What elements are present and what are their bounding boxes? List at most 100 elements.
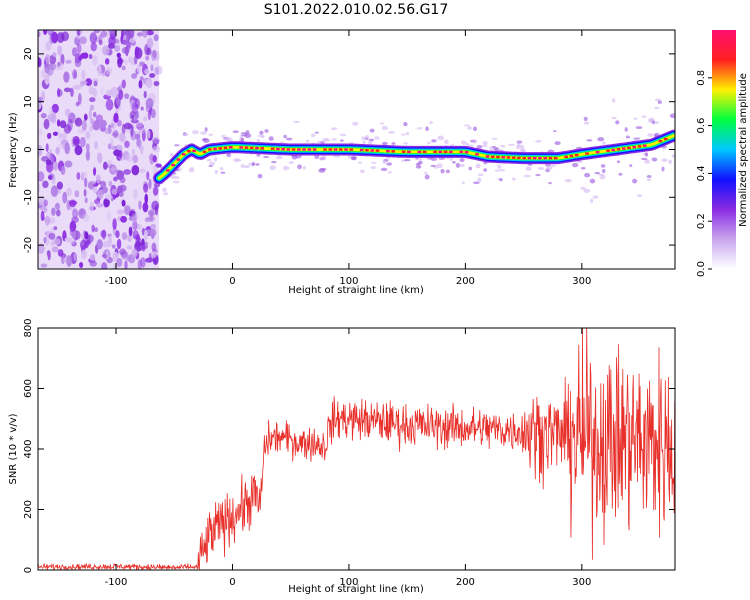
x-tick-label: -100 xyxy=(105,577,128,588)
y-tick-label: 400 xyxy=(23,439,34,458)
noise-blob xyxy=(77,128,85,134)
noise-blob xyxy=(38,31,41,38)
noise-blob xyxy=(89,125,94,132)
ridge-leakage-blob xyxy=(232,130,239,134)
noise-blob xyxy=(91,78,99,83)
noise-blob xyxy=(47,250,51,261)
ridge-leakage-blob xyxy=(431,139,437,143)
ridge-peak-dash xyxy=(501,156,506,159)
ridge-leakage-blob xyxy=(285,137,293,141)
ridge-leakage-blob xyxy=(257,173,263,179)
ridge-leakage-blob xyxy=(635,126,643,130)
ridge-peak-dash xyxy=(218,147,223,150)
noise-blob xyxy=(96,174,101,184)
ridge-leakage-blob xyxy=(259,130,264,135)
ridge-leakage-blob xyxy=(599,174,606,180)
ridge-peak-dash xyxy=(333,148,338,151)
noise-blob xyxy=(144,68,150,75)
noise-blob xyxy=(41,70,45,78)
noise-blob xyxy=(143,183,149,193)
ridge-peak-dash xyxy=(401,150,406,153)
ridge-leakage-blob xyxy=(500,144,506,148)
noise-blob xyxy=(148,178,152,190)
ridge-peak-dash xyxy=(490,155,495,159)
noise-blob xyxy=(84,197,88,204)
noise-blob xyxy=(125,154,134,163)
spectrogram-x-axis-label: Height of straight line (km) xyxy=(288,285,424,296)
noise-region xyxy=(38,30,163,269)
noise-blob xyxy=(38,196,46,206)
ridge-leakage-blob xyxy=(661,158,668,163)
ridge-leakage-blob xyxy=(324,139,330,142)
ridge-peak-dash xyxy=(632,145,637,149)
noise-blob xyxy=(46,63,54,76)
noise-blob xyxy=(130,130,137,141)
noise-blob xyxy=(56,119,61,127)
ridge-peak-dash xyxy=(543,156,547,160)
noise-blob xyxy=(140,244,146,252)
ridge-leakage-blob xyxy=(661,166,665,172)
noise-blob xyxy=(108,235,113,245)
ridge-leakage-blob xyxy=(480,144,488,148)
ridge-leakage-blob xyxy=(200,131,208,135)
noise-blob xyxy=(77,92,82,105)
snr-panel: -100 0 100 200 300 0 200 400 600 800 Height of s… xyxy=(8,318,676,595)
ridge-leakage-blob xyxy=(271,160,277,164)
noise-blob xyxy=(89,201,95,212)
ridge-peak-dash xyxy=(658,139,663,143)
ridge-leakage-blob xyxy=(477,173,484,177)
noise-blob xyxy=(116,238,122,250)
noise-blob xyxy=(96,152,103,164)
ridge-leakage-blob xyxy=(468,166,473,171)
ridge-leakage-blob xyxy=(257,134,265,138)
noise-blob xyxy=(70,87,74,97)
ridge-peak-dash xyxy=(270,147,275,150)
snr-x-ticks: -100 0 100 200 300 xyxy=(105,328,591,588)
ridge-leakage-blob xyxy=(213,156,218,162)
noise-blob xyxy=(98,39,103,45)
ridge-leakage-blob xyxy=(310,133,316,138)
ridge-peak-dash xyxy=(606,149,610,152)
noise-blob xyxy=(107,124,112,134)
ridge-peak-dash xyxy=(223,146,228,150)
ridge-leakage-blob xyxy=(379,122,385,125)
ridge-leakage-blob xyxy=(483,168,488,172)
noise-blob xyxy=(100,230,107,238)
ridge-leakage-blob xyxy=(163,192,168,196)
noise-blob xyxy=(136,64,141,73)
ridge-leakage-blob xyxy=(550,164,556,168)
ridge-leakage-blob xyxy=(340,139,344,142)
ridge-leakage-blob xyxy=(571,162,579,168)
noise-blob xyxy=(125,45,129,57)
ridge-peak-dash xyxy=(291,148,296,151)
noise-blob xyxy=(154,204,159,216)
noise-blob xyxy=(90,42,97,52)
noise-blob xyxy=(132,154,139,164)
ridge-leakage-blob xyxy=(226,137,233,142)
noise-blob xyxy=(72,69,77,80)
ridge-leakage-blob xyxy=(256,138,260,143)
noise-blob xyxy=(57,45,63,56)
ridge-leakage-blob xyxy=(321,155,327,159)
ridge-leakage-blob xyxy=(511,177,516,181)
noise-blob xyxy=(112,129,119,139)
noise-blob xyxy=(75,101,80,107)
ridge-leakage-blob xyxy=(204,127,208,132)
noise-blob xyxy=(60,53,65,66)
ridge-leakage-blob xyxy=(405,132,410,136)
ridge-leakage-blob xyxy=(482,140,488,146)
noise-blob xyxy=(105,99,114,111)
ridge-leakage-blob xyxy=(472,126,478,131)
colorbar-tick-label: 0.0 xyxy=(696,261,707,277)
ridge-leakage-blob xyxy=(580,166,586,170)
ridge-peak-dash xyxy=(239,146,244,149)
noise-blob xyxy=(79,36,87,45)
noise-blob xyxy=(121,79,126,89)
spectrogram-plot-area xyxy=(38,30,675,269)
ridge-peak-dash xyxy=(307,148,312,151)
noise-blob xyxy=(146,37,154,49)
ridge-leakage-blob xyxy=(162,187,167,192)
noise-blob xyxy=(133,54,138,65)
noise-blob xyxy=(64,142,70,155)
